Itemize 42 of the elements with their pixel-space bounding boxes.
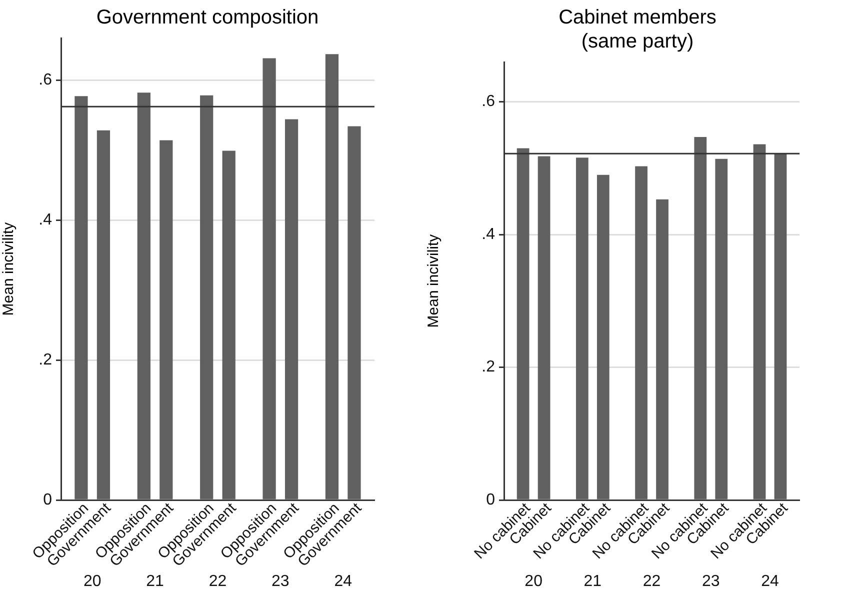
- y-tick-label: .2: [38, 351, 52, 368]
- y-tick-label: .4: [482, 226, 496, 243]
- y-tick-label: 0: [486, 491, 496, 508]
- x-tick-label: 24: [761, 573, 779, 590]
- x-tick-label: 22: [642, 573, 661, 590]
- x-tick-label: 21: [584, 573, 602, 590]
- x-tick-label: 20: [524, 573, 543, 590]
- y-tick-label: .6: [482, 93, 496, 110]
- bar: [284, 119, 298, 500]
- bar: [596, 174, 610, 500]
- bar: [262, 58, 276, 500]
- y-tick-label: .6: [38, 71, 52, 88]
- x-tick-label: 23: [272, 573, 290, 590]
- bar: [348, 126, 361, 500]
- x-tick-label: 24: [334, 573, 352, 590]
- bar: [694, 136, 707, 500]
- bar: [137, 92, 150, 500]
- bar: [200, 95, 214, 500]
- x-tick-label: 21: [146, 573, 164, 590]
- y-tick-label: 0: [43, 491, 52, 508]
- bar: [715, 158, 728, 500]
- y-tick-label: .4: [38, 211, 52, 228]
- y-axis-title: Mean incivility: [0, 222, 18, 316]
- bar: [635, 166, 648, 500]
- bar: [656, 199, 668, 500]
- bar: [74, 96, 88, 500]
- y-tick-label: .2: [482, 358, 496, 376]
- bar: [325, 54, 339, 500]
- bar: [222, 150, 236, 500]
- y-axis-title: Mean incivility: [425, 234, 442, 328]
- bar: [576, 158, 588, 500]
- chart-title: Cabinet members (same party): [558, 6, 716, 53]
- chart-title: Government composition: [96, 6, 319, 29]
- bar: [96, 130, 110, 500]
- x-tick-label: 23: [702, 573, 720, 590]
- bar: [538, 156, 550, 500]
- bar: [753, 144, 766, 500]
- x-tick-label: 20: [83, 573, 102, 590]
- bar: [160, 140, 173, 500]
- x-tick-label: 22: [208, 573, 227, 590]
- bar: [516, 148, 530, 500]
- bar: [774, 154, 787, 500]
